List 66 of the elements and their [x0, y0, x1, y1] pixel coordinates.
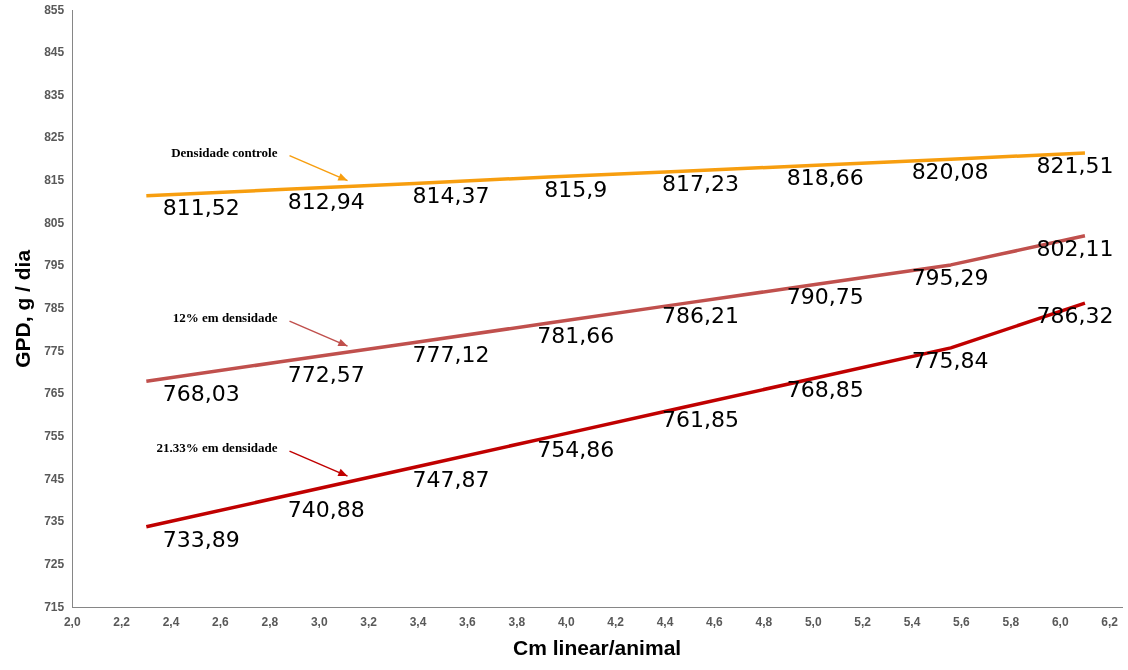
x-tick-label: 3,2 — [360, 614, 378, 629]
data-label: 790,75 — [786, 283, 864, 309]
data-label: 768,03 — [162, 380, 240, 406]
y-tick-label: 765 — [44, 386, 65, 401]
data-label: 786,21 — [661, 303, 739, 329]
x-tick-label: 5,2 — [854, 614, 872, 629]
data-label: 821,51 — [1036, 152, 1114, 178]
x-tick-label: 4,8 — [755, 614, 773, 629]
data-label: 772,57 — [287, 361, 365, 387]
x-tick-label: 2,6 — [212, 614, 230, 629]
y-tick-label: 835 — [44, 87, 65, 102]
y-tick-label: 715 — [44, 599, 65, 614]
data-label: 761,85 — [661, 407, 739, 433]
data-label: 817,23 — [661, 171, 739, 197]
x-tick-label: 5,0 — [804, 614, 822, 629]
data-label: 777,12 — [412, 342, 490, 368]
x-tick-label: 4,4 — [656, 614, 674, 629]
data-label: 786,32 — [1036, 302, 1114, 328]
x-tick-label: 5,6 — [953, 614, 971, 629]
data-label: 781,66 — [537, 322, 615, 348]
y-tick-label: 725 — [44, 557, 65, 572]
x-tick-label: 4,6 — [706, 614, 724, 629]
data-label: 818,66 — [786, 164, 864, 190]
x-tick-label: 5,8 — [1002, 614, 1020, 629]
y-tick-label: 815 — [44, 173, 65, 188]
y-tick-label: 735 — [44, 514, 65, 529]
x-tick-label: 2,8 — [261, 614, 279, 629]
x-tick-label: 6,2 — [1101, 614, 1119, 629]
x-tick-label: 2,0 — [63, 614, 81, 629]
data-label: 815,9 — [544, 176, 608, 202]
x-axis-title: Cm linear/animal — [513, 636, 682, 660]
y-tick-label: 845 — [44, 45, 65, 60]
y-tick-label: 785 — [44, 301, 65, 316]
annotation: Densidade controle — [171, 144, 278, 160]
data-label: 802,11 — [1036, 235, 1114, 261]
data-label: 747,87 — [412, 466, 490, 492]
data-label: 820,08 — [911, 158, 989, 184]
y-tick-label: 825 — [44, 130, 65, 145]
data-label: 740,88 — [287, 496, 365, 522]
x-tick-label: 3,0 — [310, 614, 328, 629]
data-label: 811,52 — [162, 195, 240, 221]
x-tick-label: 3,6 — [459, 614, 477, 629]
x-tick-label: 2,4 — [162, 614, 180, 629]
x-tick-label: 6,0 — [1051, 614, 1069, 629]
y-tick-label: 775 — [44, 343, 65, 358]
annotation: 21.33% em densidade — [156, 440, 278, 456]
x-tick-label: 4,2 — [607, 614, 625, 629]
x-tick-label: 5,4 — [903, 614, 921, 629]
data-label: 754,86 — [537, 437, 615, 463]
data-label: 812,94 — [287, 189, 365, 215]
x-tick-label: 2,2 — [113, 614, 131, 629]
x-tick-label: 3,4 — [409, 614, 427, 629]
y-tick-label: 795 — [44, 258, 65, 273]
data-label: 775,84 — [911, 347, 989, 373]
y-axis-title: GPD, g / dia — [11, 249, 35, 368]
x-tick-label: 3,8 — [508, 614, 526, 629]
x-tick-label: 4,0 — [557, 614, 575, 629]
y-tick-label: 855 — [44, 2, 65, 17]
y-tick-label: 755 — [44, 429, 65, 444]
data-label: 814,37 — [412, 183, 490, 209]
data-label: 768,85 — [786, 377, 864, 403]
y-tick-label: 745 — [44, 471, 65, 486]
y-tick-label: 805 — [44, 215, 65, 230]
annotation: 12% em densidade — [172, 310, 278, 326]
data-label: 733,89 — [162, 526, 240, 552]
data-label: 795,29 — [911, 264, 989, 290]
